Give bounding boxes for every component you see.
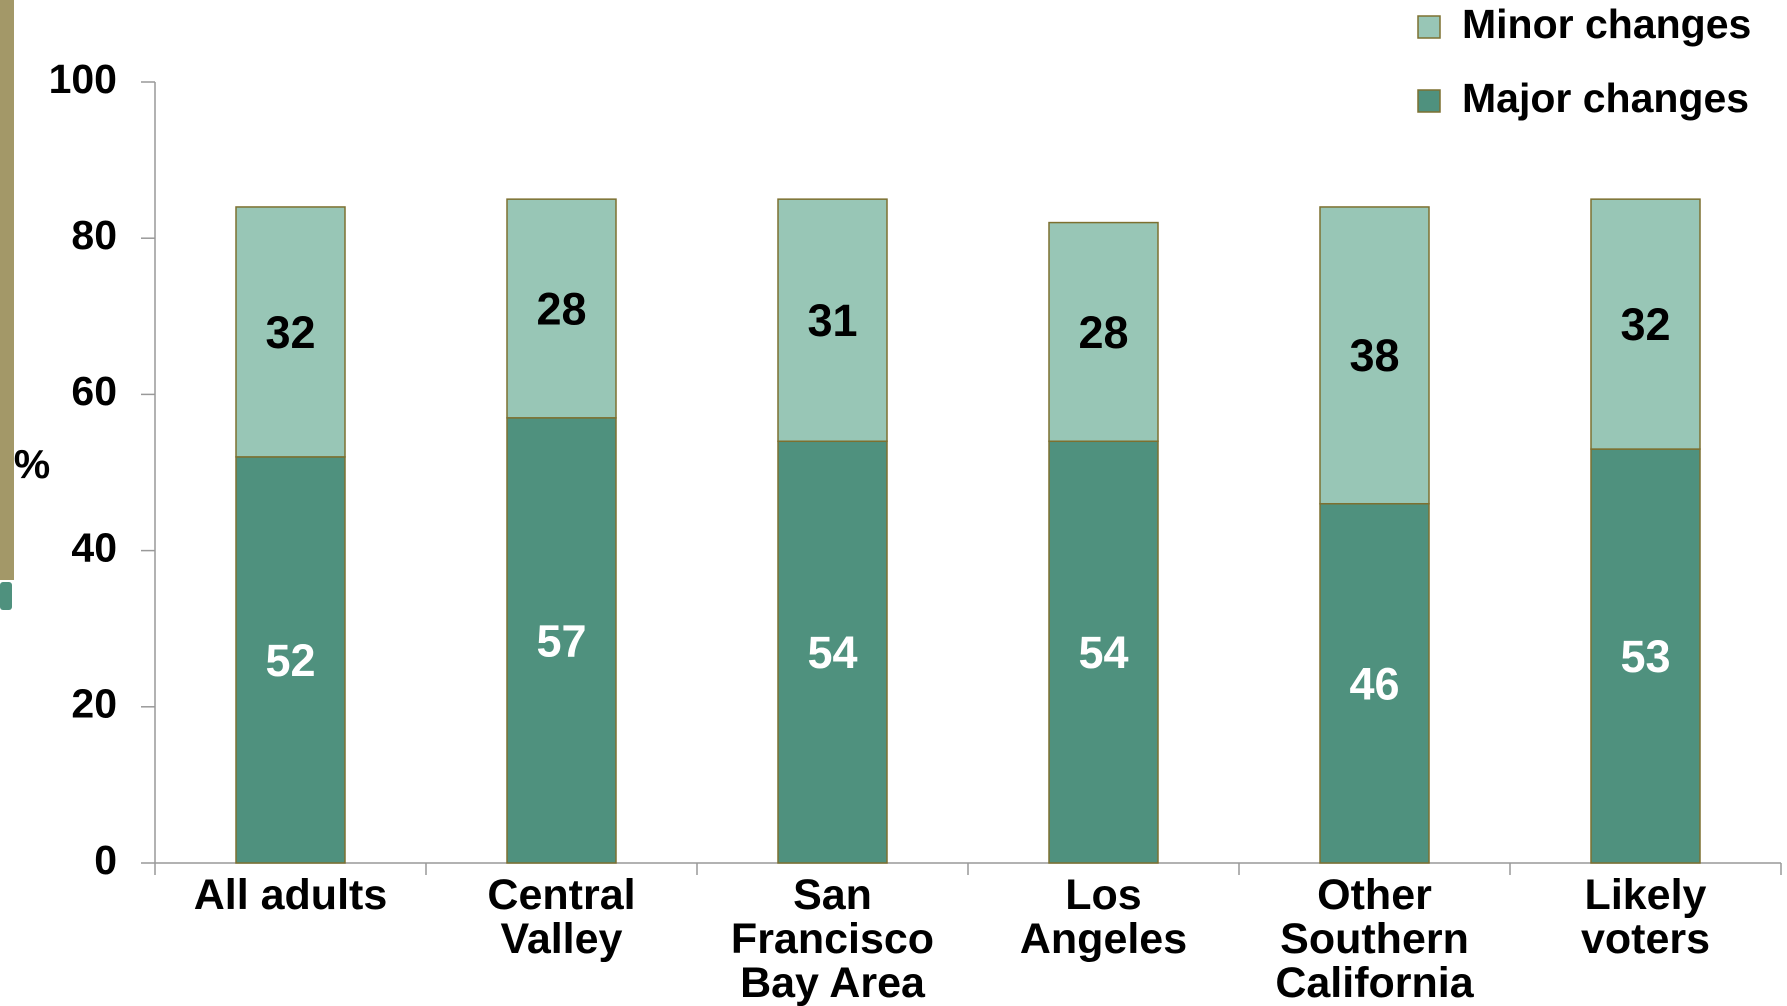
bar-segment [1319,502,1430,864]
y-tick-label: 40 [71,524,117,570]
y-axis-label: % [14,441,50,487]
bar-segment [777,198,888,443]
data-label: 28 [1078,307,1128,358]
bar-segment [1590,198,1701,450]
data-label: 38 [1349,330,1399,381]
x-tick-label: Other Southern California [1275,871,1474,1006]
data-label: 53 [1620,631,1670,682]
x-tick-label: Central Valley [487,871,635,963]
x-tick-label: Los Angeles [1020,871,1187,963]
data-label: 54 [1078,627,1128,678]
x-tick-label: Likely voters [1581,871,1710,963]
data-label: 52 [265,635,315,686]
data-label: 31 [807,295,857,346]
decor-tab [0,582,12,610]
x-tick-label: All adults [194,871,388,919]
y-tick-label: 20 [71,681,117,727]
y-tick-label: 60 [71,368,117,414]
bar-segment [235,456,346,864]
data-label: 32 [1620,299,1670,350]
bar-segment [1590,448,1701,864]
data-label: 28 [536,283,586,334]
bar-segment [506,198,617,419]
bar-segment [1048,221,1159,443]
legend-swatch [1417,15,1441,39]
legend-swatch [1417,89,1441,113]
data-label: 57 [536,615,586,666]
y-tick-label: 0 [94,837,117,883]
data-label: 32 [265,307,315,358]
bar-segment [506,417,617,864]
legend-label: Major changes [1462,75,1749,121]
bar-segment [235,206,346,458]
bar-segment [1319,206,1430,505]
data-label: 54 [807,627,857,678]
data-label: 46 [1349,658,1399,709]
legend-label: Minor changes [1462,1,1751,47]
y-tick-label: 80 [71,212,117,258]
decor-strip [0,0,14,580]
bar-segment [777,440,888,864]
x-tick-label: San Francisco Bay Area [731,871,934,1006]
y-tick-label: 100 [49,56,117,102]
